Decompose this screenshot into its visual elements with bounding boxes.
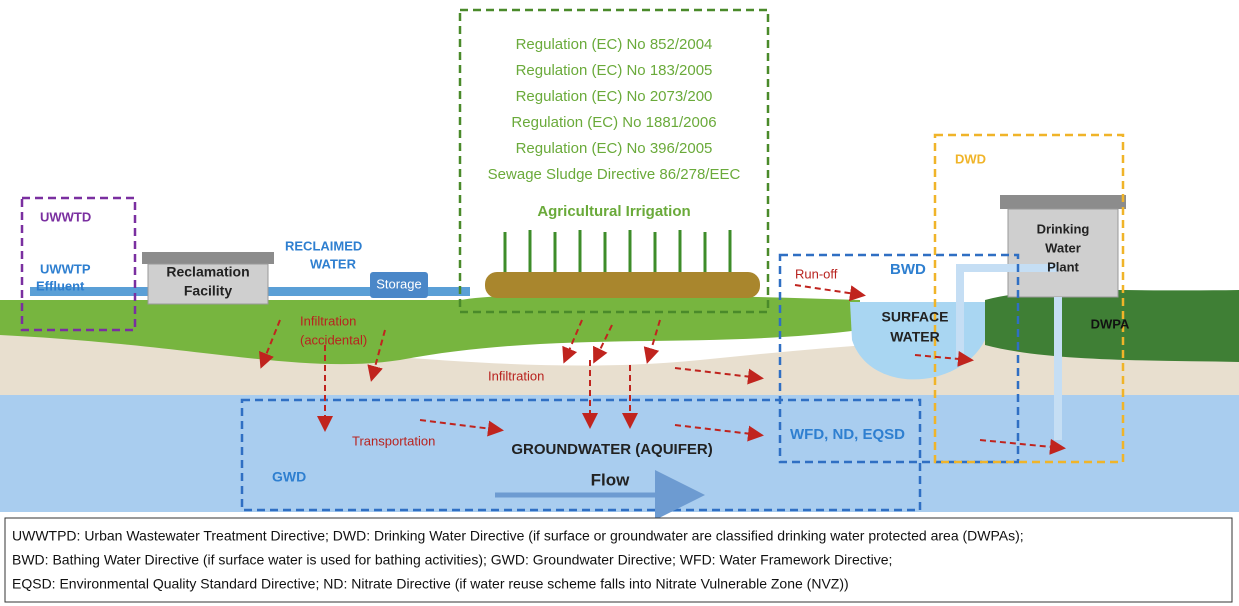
diagram: Regulation (EC) No 852/2004 Regulation (E… xyxy=(0,0,1239,606)
roof xyxy=(142,252,274,264)
legend-line: BWD: Bathing Water Directive (if surface… xyxy=(12,552,892,568)
label: Agricultural Irrigation xyxy=(537,203,690,220)
field xyxy=(485,272,760,298)
label: Storage xyxy=(376,276,422,291)
legend-line: UWWTPD: Urban Wastewater Treatment Direc… xyxy=(12,528,1024,544)
label: WATER xyxy=(890,329,940,345)
regulation: Regulation (EC) No 852/2004 xyxy=(516,36,713,53)
label: Facility xyxy=(184,283,232,299)
label: Reclamation xyxy=(166,264,249,280)
roof xyxy=(1000,195,1126,209)
legend-line: EQSD: Environmental Quality Standard Dir… xyxy=(12,576,849,592)
label: Run-off xyxy=(795,266,838,281)
label: DWPA xyxy=(1091,316,1130,331)
label: Flow xyxy=(591,470,630,489)
label: Water xyxy=(1045,240,1081,255)
label: Infiltration xyxy=(300,313,356,328)
label: Transportation xyxy=(352,433,435,448)
label: GROUNDWATER (AQUIFER) xyxy=(511,441,712,458)
label: RECLAIMED xyxy=(285,238,362,253)
regulation: Regulation (EC) No 183/2005 xyxy=(516,62,713,79)
label: WFD, ND, EQSD xyxy=(790,426,905,443)
label: SURFACE xyxy=(882,309,949,325)
crops xyxy=(505,230,730,272)
label: (accidental) xyxy=(300,332,367,347)
regulation: Regulation (EC) No 396/2005 xyxy=(516,140,713,157)
label: WATER xyxy=(310,256,357,271)
regulation: Regulation (EC) No 1881/2006 xyxy=(511,114,716,131)
regulation: Regulation (EC) No 2073/200 xyxy=(516,88,713,105)
label: DWD xyxy=(955,151,986,166)
label: UWWTD xyxy=(40,209,91,224)
regulation: Sewage Sludge Directive 86/278/EEC xyxy=(488,166,741,183)
label: UWWTP xyxy=(40,261,91,276)
label: GWD xyxy=(272,469,306,485)
label: Effluent xyxy=(36,278,85,293)
label: Drinking xyxy=(1037,221,1090,236)
label: BWD xyxy=(890,261,926,278)
label: Infiltration xyxy=(488,368,544,383)
label: Plant xyxy=(1047,259,1079,274)
